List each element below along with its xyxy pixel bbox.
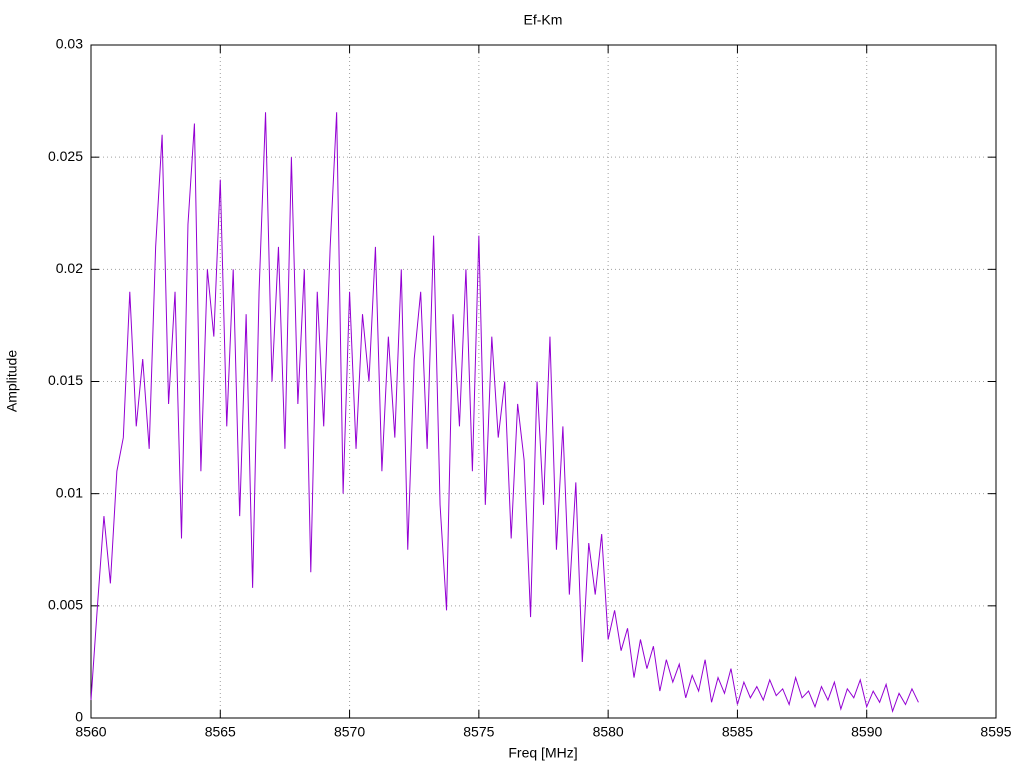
x-tick-label: 8585 — [722, 724, 753, 740]
y-tick-label: 0.015 — [48, 372, 83, 388]
y-tick-label: 0.005 — [48, 597, 83, 613]
y-tick-label: 0 — [75, 709, 83, 725]
data-line — [90, 112, 919, 714]
x-tick-label: 8590 — [851, 724, 882, 740]
y-tick-label: 0.02 — [56, 260, 83, 276]
y-tick-label: 0.025 — [48, 148, 83, 164]
y-axis-label: Amplitude — [4, 350, 20, 412]
x-tick-label: 8565 — [205, 724, 236, 740]
x-tick-label: 8595 — [980, 724, 1011, 740]
chart-title: Ef-Km — [524, 12, 563, 28]
x-tick-label: 8570 — [334, 724, 365, 740]
plot-border — [90, 44, 997, 719]
x-tick-label: 8580 — [593, 724, 624, 740]
x-axis-label: Freq [MHz] — [508, 745, 577, 761]
y-tick-label: 0.03 — [56, 36, 83, 52]
y-tick-label: 0.01 — [56, 484, 83, 500]
x-tick-label: 8560 — [75, 724, 106, 740]
x-tick-label: 8575 — [463, 724, 494, 740]
